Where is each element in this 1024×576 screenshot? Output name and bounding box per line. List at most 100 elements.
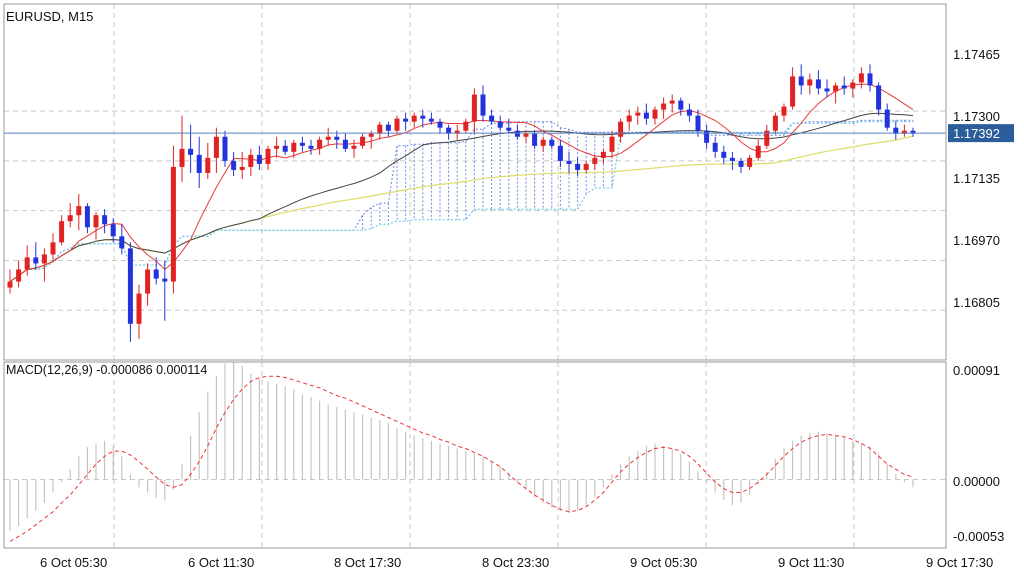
candle [84, 203, 90, 234]
candle-body [583, 163, 589, 170]
candle [188, 124, 194, 173]
candle-body [119, 236, 125, 249]
candle [385, 121, 391, 137]
candle [41, 248, 47, 282]
candle [145, 263, 151, 306]
candle-body [136, 293, 142, 324]
time-tick: 6 Oct 11:30 [188, 555, 254, 570]
candle-body [721, 151, 727, 158]
candle-body [59, 221, 65, 243]
candle-body [592, 157, 598, 164]
candle-body [712, 142, 718, 152]
candle [635, 106, 641, 125]
candle [153, 257, 159, 285]
candle [772, 112, 778, 134]
candle [463, 118, 469, 134]
candle-body [325, 136, 331, 140]
candle-body [549, 139, 555, 146]
candle [127, 242, 133, 342]
price-tick: 1.16805 [953, 295, 1000, 310]
candle [16, 260, 22, 288]
candle-body [523, 133, 529, 137]
moving-averages [9, 83, 914, 283]
ma-fast-line [9, 83, 914, 283]
time-tick: 8 Oct 17:30 [334, 555, 401, 570]
price-tick: 1.17300 [953, 109, 1000, 124]
candle-body [248, 154, 254, 167]
candle-body [420, 115, 426, 119]
candle [282, 139, 288, 155]
candle [136, 284, 142, 339]
ma-slow-line [9, 135, 914, 283]
candle [446, 124, 452, 140]
candle-body [41, 254, 47, 264]
candle [24, 245, 30, 276]
candle [661, 97, 667, 119]
candle [867, 64, 873, 92]
candle-body [188, 148, 194, 155]
candle [368, 130, 374, 149]
candle-body [772, 115, 778, 131]
candle-body [342, 139, 348, 149]
candle-body [196, 154, 202, 173]
candle-body [807, 79, 813, 86]
candle-body [600, 151, 606, 158]
ichimoku-cloud [9, 119, 914, 283]
candle-body [76, 206, 82, 216]
candle [600, 148, 606, 164]
candle-body [385, 124, 391, 131]
candle [738, 157, 744, 173]
macd-signal-line [9, 375, 914, 542]
candle [437, 118, 443, 134]
candle-body [884, 109, 890, 128]
candle [420, 109, 426, 128]
candle [678, 97, 684, 116]
candle-body [557, 145, 563, 161]
candle [532, 130, 538, 149]
candle [652, 106, 658, 125]
candle-body [497, 121, 503, 128]
macd-tick: 0.00000 [953, 474, 1000, 489]
time-tick: 8 Oct 23:30 [482, 555, 549, 570]
candle [256, 145, 262, 170]
candle [841, 76, 847, 95]
candle [67, 203, 73, 228]
candle [747, 154, 753, 170]
candle-body [162, 278, 168, 282]
candle [893, 121, 899, 140]
time-tick: 9 Oct 11:30 [778, 555, 844, 570]
candle-body [411, 115, 417, 122]
candle [213, 127, 219, 173]
candle [119, 224, 125, 255]
candle [231, 151, 237, 176]
candle [403, 112, 409, 131]
candle [93, 212, 99, 240]
candle-body [798, 76, 804, 86]
candle [858, 67, 864, 89]
current-price-label: 1.17392 [953, 126, 1000, 141]
candle [33, 242, 39, 270]
current-price-badge [948, 124, 1014, 143]
candle-body [179, 148, 185, 167]
candle [592, 154, 598, 170]
candle-body [729, 157, 735, 161]
candle [609, 130, 615, 158]
cloud-span-b [9, 121, 913, 283]
candle-body [609, 136, 615, 152]
macd-histogram [9, 362, 914, 532]
candle-body [454, 130, 460, 134]
candle [162, 260, 168, 321]
candle-body [428, 118, 434, 122]
candle [755, 139, 761, 161]
candle-body [506, 127, 512, 131]
candle-body [16, 269, 22, 282]
candle-body [153, 269, 159, 279]
symbol-label: EURUSD, M15 [6, 9, 93, 24]
candle [274, 136, 280, 158]
candle-body [24, 257, 30, 270]
macd-pane-border [3, 361, 947, 549]
candle-body [299, 142, 305, 146]
candle [790, 67, 796, 110]
candle [351, 139, 357, 158]
